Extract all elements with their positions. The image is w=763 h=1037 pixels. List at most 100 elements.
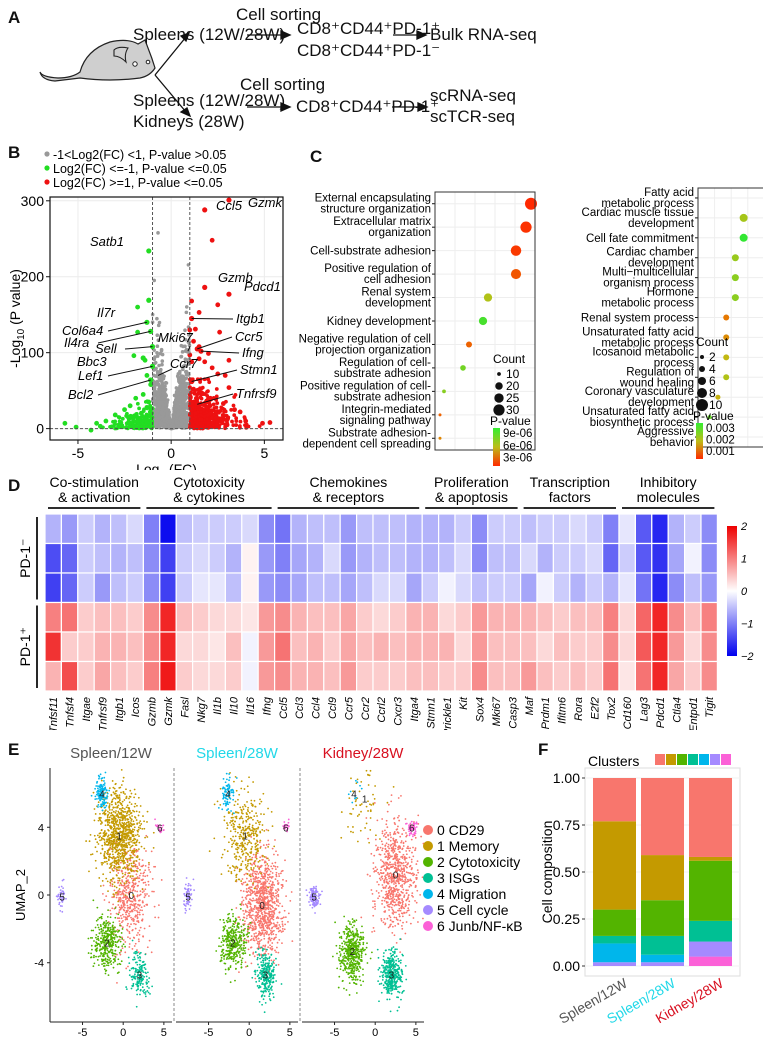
heatmap-cell	[159, 513, 177, 545]
umap-point	[148, 939, 151, 942]
umap-point	[128, 893, 131, 896]
umap-point	[106, 947, 109, 950]
umap-point	[99, 788, 102, 791]
point-up	[226, 357, 232, 363]
umap-point	[115, 945, 118, 948]
point-down	[138, 411, 144, 416]
umap-point	[87, 952, 90, 954]
point-down	[103, 418, 109, 424]
umap-point	[115, 823, 118, 826]
umap-point	[106, 795, 109, 797]
umap-point	[129, 838, 131, 841]
umap-point	[138, 874, 141, 877]
umap-point	[96, 780, 99, 783]
umap-point	[111, 820, 113, 823]
umap-point	[145, 981, 148, 984]
heatmap-cell	[109, 513, 128, 545]
umap-point	[110, 960, 113, 962]
heatmap-cell	[405, 601, 423, 633]
point-down	[137, 406, 142, 411]
heatmap-cell	[159, 601, 177, 633]
term-label: metabolic process	[601, 198, 694, 210]
umap-point	[134, 834, 137, 837]
umap-point	[287, 920, 289, 923]
umap-point	[119, 914, 122, 917]
heatmap-cell	[159, 660, 177, 692]
point-up	[189, 359, 195, 365]
heatmap-cell	[667, 542, 686, 574]
umap-point	[138, 835, 140, 838]
umap-point	[101, 963, 103, 966]
heatmap-cell	[536, 601, 554, 633]
point-up	[220, 401, 226, 406]
point-up	[204, 417, 209, 421]
umap-point	[118, 835, 121, 837]
heatmap-cell	[241, 601, 259, 633]
heatmap-cell	[44, 601, 62, 633]
point-down	[144, 373, 150, 378]
point-down	[140, 422, 144, 426]
umap-point	[142, 971, 145, 974]
heatmap-cell	[454, 631, 472, 663]
umap-point	[109, 949, 112, 952]
umap-point	[148, 863, 150, 866]
umap-point	[132, 894, 135, 896]
heatmap-cell	[356, 660, 374, 692]
point-down	[138, 415, 143, 420]
umap-point	[95, 950, 98, 953]
umap-point	[112, 869, 115, 872]
umap-point	[60, 900, 63, 902]
heatmap-cell	[77, 542, 95, 574]
umap-point	[250, 914, 253, 917]
gene-label: Ifng	[261, 696, 273, 715]
umap-point	[262, 877, 264, 880]
umap-point	[133, 788, 136, 791]
umap-point	[132, 886, 135, 889]
umap-point	[122, 826, 125, 829]
point-up	[214, 422, 219, 427]
term-dot	[723, 374, 730, 381]
point-down	[131, 353, 137, 359]
umap-point	[125, 843, 128, 845]
umap-point	[118, 951, 121, 954]
top-source: Spleens (12W/28W)	[133, 25, 286, 44]
point-up	[205, 393, 210, 398]
umap-point	[106, 952, 108, 955]
umap-point	[140, 976, 142, 979]
gene-label: Il7r	[97, 305, 116, 320]
umap-point	[123, 882, 126, 885]
umap-point	[106, 934, 109, 937]
heatmap-cell	[306, 601, 325, 633]
umap-point	[118, 897, 120, 899]
point-ns	[159, 387, 163, 391]
umap-point	[133, 952, 136, 954]
umap-point	[102, 938, 105, 941]
umap-point	[106, 960, 109, 963]
labeled-point	[189, 315, 195, 322]
umap-point	[134, 973, 136, 976]
umap-point	[117, 893, 120, 896]
umap-point	[139, 951, 142, 954]
umap-point	[279, 902, 281, 905]
umap-point	[281, 927, 284, 930]
heatmap-cell	[274, 542, 292, 574]
umap-point	[101, 801, 104, 803]
umap-point	[235, 907, 238, 909]
umap-point	[123, 849, 125, 852]
point-up	[231, 403, 236, 408]
point-down	[133, 395, 139, 401]
group-label: Inhibitory	[640, 474, 697, 490]
point-ns	[180, 375, 184, 380]
heatmap-cell	[667, 631, 686, 663]
umap-point	[114, 944, 117, 946]
heatmap-cell	[109, 542, 128, 574]
umap-point	[123, 884, 126, 887]
umap-point	[57, 895, 60, 898]
label-leader	[124, 346, 153, 350]
umap-point	[146, 985, 149, 988]
heatmap-cell	[126, 601, 144, 633]
umap-point	[141, 986, 144, 989]
label-leader	[200, 350, 240, 354]
umap-point	[130, 792, 133, 795]
point-up	[192, 326, 198, 332]
